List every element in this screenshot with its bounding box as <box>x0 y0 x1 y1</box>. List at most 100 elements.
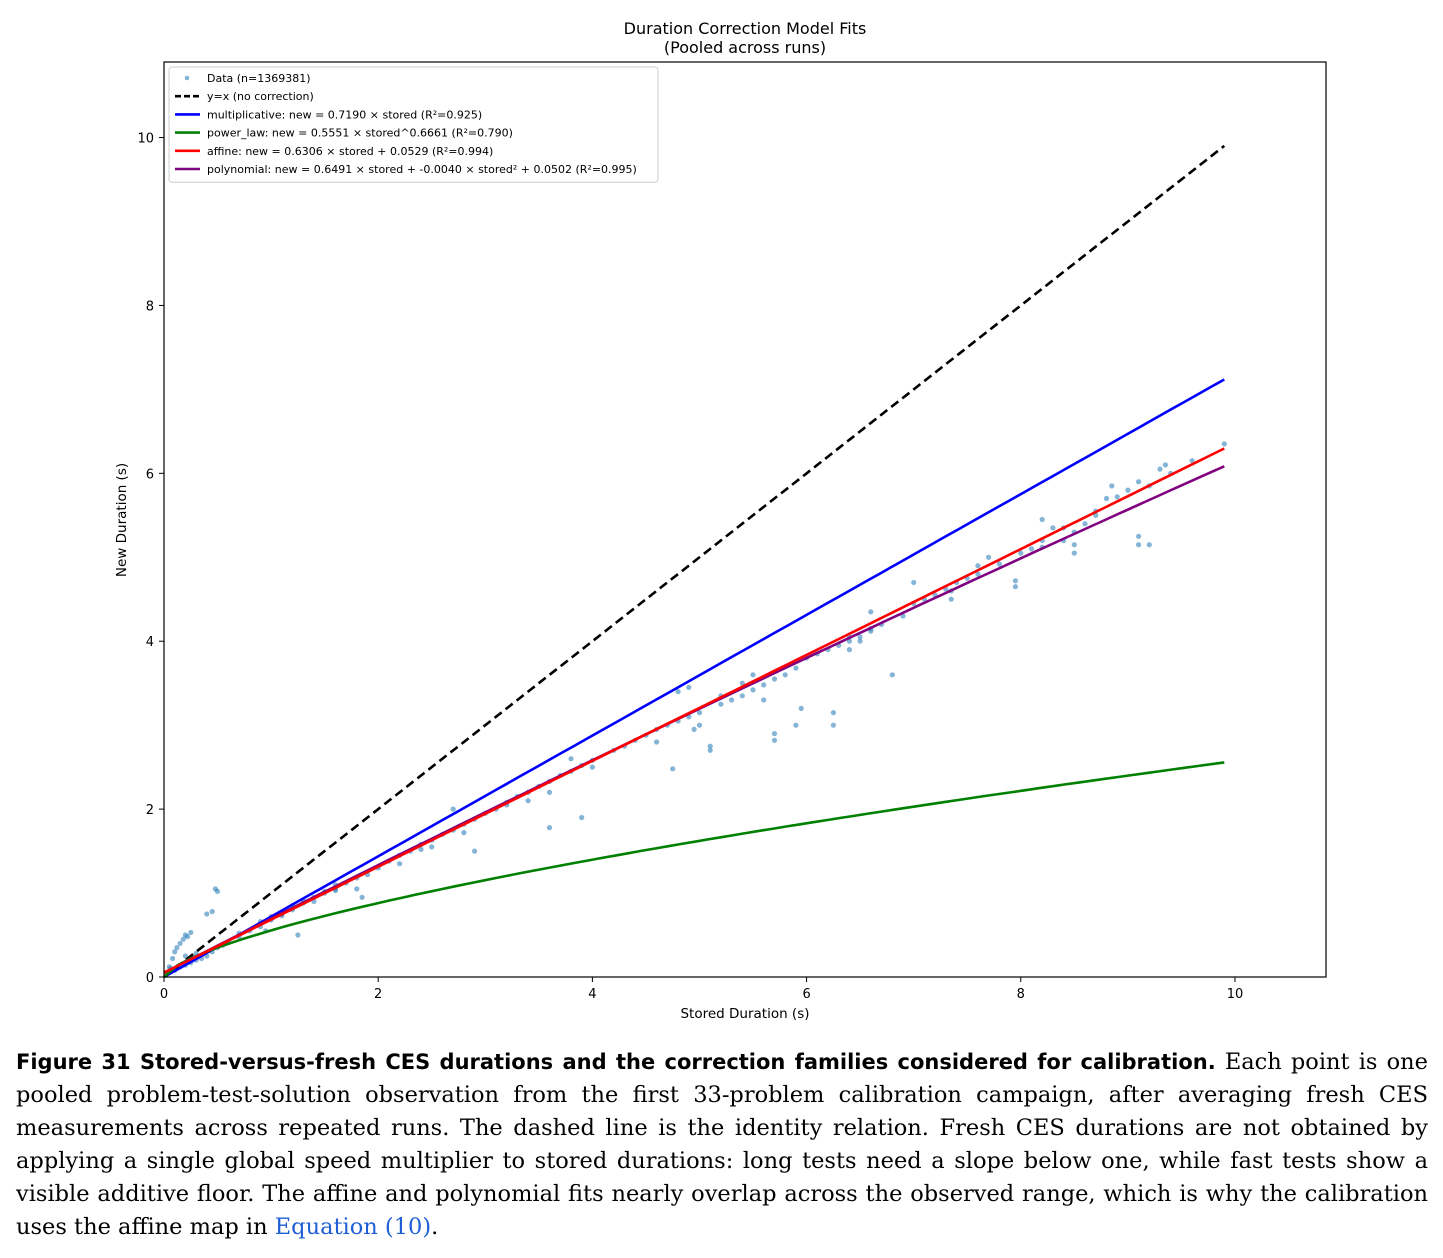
chart: Duration Correction Model Fits (Pooled a… <box>114 19 1327 1022</box>
data-point <box>174 945 180 951</box>
series-line-power_law <box>163 761 1225 978</box>
plot-frame <box>163 61 1327 978</box>
data-point <box>718 701 724 707</box>
data-point <box>782 672 788 678</box>
data-point <box>1012 584 1019 590</box>
x-tick-label: 10 <box>1227 987 1244 1002</box>
data-point <box>686 684 692 691</box>
data-point <box>295 932 301 938</box>
legend-marker <box>184 75 190 81</box>
legend-label: affine: new = 0.6306 × stored + 0.0529 (… <box>207 145 493 158</box>
data-point <box>170 955 176 962</box>
y-tick-label: 8 <box>146 299 154 314</box>
data-point <box>996 561 1003 567</box>
data-point <box>1103 495 1110 502</box>
data-point <box>948 596 954 602</box>
data-point <box>739 693 745 699</box>
data-point <box>1039 516 1045 523</box>
data-point <box>675 689 681 695</box>
data-point <box>750 672 756 678</box>
data-point <box>182 953 188 959</box>
data-point <box>857 634 863 640</box>
data-point <box>1109 483 1115 489</box>
data-point <box>1082 521 1088 527</box>
data-point <box>568 756 574 762</box>
caption-end: . <box>431 1214 439 1240</box>
data-point <box>418 846 424 853</box>
data-point <box>830 710 837 716</box>
data-point <box>546 789 553 795</box>
y-tick-label: 10 <box>137 132 154 147</box>
data-point <box>986 554 992 560</box>
data-point <box>761 682 767 688</box>
x-tick-label: 4 <box>588 987 596 1002</box>
legend-label: y=x (no correction) <box>207 90 314 103</box>
data-point <box>793 722 799 728</box>
legend: Data (n=1369381) y=x (no correction) multi… <box>168 66 659 183</box>
data-point <box>354 886 360 892</box>
data-point <box>739 680 745 686</box>
data-point <box>1018 550 1024 556</box>
data-point <box>696 722 703 728</box>
data-point <box>729 697 735 703</box>
data-point <box>1157 466 1163 472</box>
data-point <box>771 676 778 682</box>
data-point <box>691 726 697 733</box>
data-point <box>798 705 804 712</box>
legend-label: Data (n=1369381) <box>207 72 311 85</box>
data-point <box>846 647 853 653</box>
x-tick-label: 2 <box>374 987 382 1002</box>
legend-box <box>168 66 659 183</box>
data-point <box>857 638 863 644</box>
data-point <box>185 934 191 940</box>
axes: 0 2 4 6 8 10 0 2 4 6 8 10 <box>137 132 1243 1002</box>
data-point <box>1071 542 1077 548</box>
data-point <box>397 861 403 867</box>
data-point <box>180 936 186 942</box>
x-tick-label: 6 <box>802 987 810 1002</box>
plot-area <box>163 144 1227 979</box>
data-point <box>696 710 703 716</box>
y-tick-label: 2 <box>146 803 154 818</box>
chart-subtitle: (Pooled across runs) <box>664 38 826 57</box>
data-point <box>1146 542 1152 548</box>
data-point <box>546 825 553 831</box>
data-point <box>771 737 778 743</box>
data-point <box>525 798 531 804</box>
data-point <box>830 722 837 728</box>
series-line-multiplicative <box>163 378 1225 979</box>
data-point <box>1028 546 1035 552</box>
data-point <box>212 886 218 892</box>
data-point <box>204 911 210 917</box>
data-point <box>707 743 713 749</box>
data-point <box>1136 479 1142 485</box>
data-point <box>868 609 874 615</box>
data-point <box>472 848 478 854</box>
data-point <box>589 764 596 770</box>
data-point <box>188 929 194 936</box>
data-point <box>1189 458 1195 464</box>
data-point <box>793 665 799 671</box>
data-point <box>579 814 585 821</box>
data-point <box>1136 533 1142 539</box>
equation-link[interactable]: Equation (10) <box>274 1214 432 1240</box>
caption-text: Each point is one pooled problem-test-so… <box>16 1049 1428 1240</box>
x-tick-label: 8 <box>1017 987 1025 1002</box>
data-point <box>889 672 895 678</box>
data-point <box>359 894 365 900</box>
data-point <box>177 940 183 947</box>
data-point <box>911 579 917 586</box>
data-point <box>761 697 767 703</box>
data-point <box>654 739 660 745</box>
x-tick-label: 0 <box>160 987 168 1002</box>
series-line-identity <box>163 144 1226 979</box>
chart-title: Duration Correction Model Fits <box>624 19 867 38</box>
data-point <box>429 844 435 850</box>
y-tick-label: 0 <box>146 971 154 986</box>
data-point <box>975 571 981 577</box>
data-point <box>975 563 981 569</box>
data-point <box>172 949 178 955</box>
data-point <box>1162 462 1168 468</box>
series-line-affine <box>163 447 1225 974</box>
data-point <box>670 766 676 772</box>
